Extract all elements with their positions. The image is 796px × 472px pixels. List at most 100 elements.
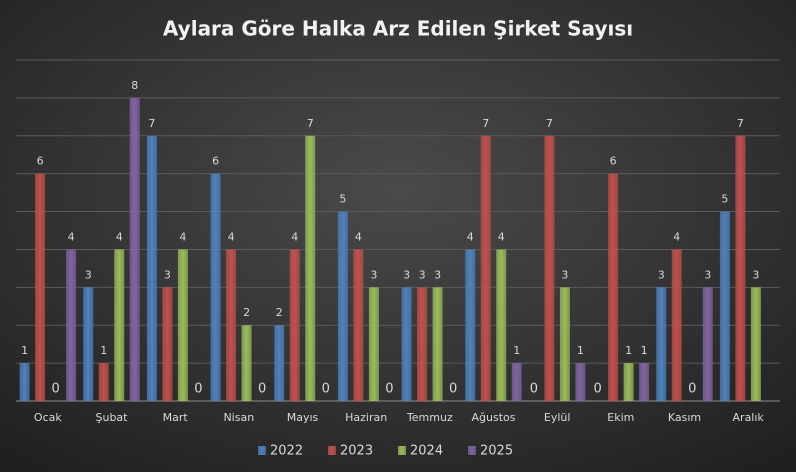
value-label: 7 bbox=[737, 117, 744, 130]
bar bbox=[656, 287, 667, 401]
value-label: 6 bbox=[37, 155, 44, 168]
value-label: 8 bbox=[131, 79, 138, 92]
value-label: 3 bbox=[434, 268, 441, 281]
x-tick-label: Mart bbox=[163, 411, 189, 424]
bar bbox=[226, 249, 237, 401]
value-label: 1 bbox=[513, 344, 520, 357]
legend-label: 2025 bbox=[480, 444, 513, 459]
bar bbox=[702, 287, 713, 401]
bar bbox=[496, 249, 507, 401]
bar bbox=[129, 97, 140, 401]
value-label: 0 bbox=[385, 382, 393, 397]
x-tick-label: Aralık bbox=[733, 411, 765, 424]
x-tick-label: Haziran bbox=[345, 411, 387, 424]
value-label: 0 bbox=[593, 382, 601, 397]
bar bbox=[241, 325, 252, 401]
legend-swatch bbox=[328, 446, 336, 455]
value-label: 3 bbox=[85, 268, 92, 281]
bar bbox=[353, 249, 364, 401]
chart-title: Aylara Göre Halka Arz Edilen Şirket Sayı… bbox=[163, 17, 633, 41]
value-label: 4 bbox=[179, 230, 186, 243]
bar bbox=[480, 135, 491, 401]
value-label: 0 bbox=[322, 382, 330, 397]
legend-label: 2024 bbox=[410, 444, 443, 459]
x-tick-label: Temmuz bbox=[406, 411, 453, 424]
value-label: 4 bbox=[467, 230, 474, 243]
value-label: 0 bbox=[449, 382, 457, 397]
bar bbox=[401, 287, 412, 401]
value-label: 3 bbox=[704, 268, 711, 281]
value-label: 5 bbox=[721, 193, 728, 206]
bar bbox=[19, 363, 30, 401]
bar bbox=[719, 211, 730, 401]
legend-label: 2023 bbox=[340, 444, 373, 459]
bar bbox=[559, 287, 570, 401]
value-label: 1 bbox=[577, 344, 584, 357]
bar bbox=[66, 249, 77, 401]
bar bbox=[305, 135, 316, 401]
x-tick-label: Şubat bbox=[96, 411, 129, 424]
legend-swatch bbox=[258, 446, 266, 455]
bar bbox=[146, 135, 157, 401]
value-label: 7 bbox=[546, 117, 553, 130]
bar bbox=[274, 325, 285, 401]
value-label: 7 bbox=[482, 117, 489, 130]
value-label: 4 bbox=[68, 230, 75, 243]
bar bbox=[83, 287, 94, 401]
bar bbox=[671, 249, 682, 401]
bar bbox=[98, 363, 109, 401]
value-label: 0 bbox=[51, 382, 59, 397]
value-label: 4 bbox=[291, 230, 298, 243]
value-label: 1 bbox=[641, 344, 648, 357]
bar bbox=[417, 287, 428, 401]
value-label: 0 bbox=[194, 382, 202, 397]
bar bbox=[735, 135, 746, 401]
x-tick-label: Eylül bbox=[544, 411, 571, 424]
bar bbox=[35, 173, 46, 401]
value-label: 3 bbox=[752, 268, 759, 281]
value-label: 7 bbox=[148, 117, 155, 130]
value-label: 0 bbox=[530, 382, 538, 397]
value-label: 1 bbox=[21, 344, 28, 357]
legend-swatch bbox=[398, 446, 406, 455]
value-label: 6 bbox=[610, 155, 617, 168]
value-label: 3 bbox=[370, 268, 377, 281]
value-label: 3 bbox=[561, 268, 568, 281]
value-label: 5 bbox=[339, 193, 346, 206]
bar bbox=[162, 287, 173, 401]
bar bbox=[432, 287, 443, 401]
value-label: 7 bbox=[307, 117, 314, 130]
x-tick-label: Nisan bbox=[223, 411, 254, 424]
legend-swatch bbox=[468, 446, 476, 455]
bar bbox=[575, 363, 586, 401]
value-label: 1 bbox=[625, 344, 632, 357]
value-label: 4 bbox=[228, 230, 235, 243]
x-tick-label: Kasım bbox=[668, 411, 701, 424]
x-tick-label: Ocak bbox=[34, 411, 62, 424]
bar bbox=[114, 249, 125, 401]
bar bbox=[639, 363, 650, 401]
bar bbox=[750, 287, 761, 401]
value-label: 1 bbox=[100, 344, 107, 357]
bar bbox=[511, 363, 522, 401]
value-label: 3 bbox=[419, 268, 426, 281]
value-label: 4 bbox=[355, 230, 362, 243]
value-label: 4 bbox=[116, 230, 123, 243]
value-label: 4 bbox=[673, 230, 680, 243]
bar bbox=[608, 173, 619, 401]
bar bbox=[289, 249, 300, 401]
bar bbox=[210, 173, 221, 401]
value-label: 3 bbox=[403, 268, 410, 281]
bar bbox=[623, 363, 634, 401]
value-label: 0 bbox=[258, 382, 266, 397]
bar bbox=[337, 211, 348, 401]
bar bbox=[465, 249, 476, 401]
value-label: 6 bbox=[212, 155, 219, 168]
value-label: 0 bbox=[688, 382, 696, 397]
value-label: 3 bbox=[658, 268, 665, 281]
bar bbox=[368, 287, 379, 401]
x-tick-label: Ekim bbox=[607, 411, 634, 424]
value-label: 2 bbox=[243, 306, 250, 319]
legend-label: 2022 bbox=[270, 444, 303, 459]
